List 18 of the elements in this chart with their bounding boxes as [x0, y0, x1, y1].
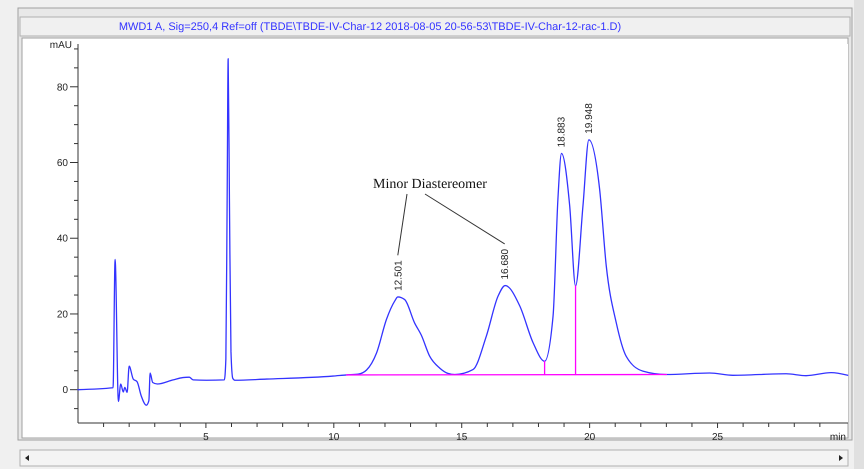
x-tick-label: 10	[328, 432, 340, 443]
x-tick-label: 15	[456, 432, 468, 443]
annotation: Minor Diastereomer	[373, 177, 488, 192]
x-axis-title: min	[830, 432, 846, 443]
annotation: 18.883	[556, 116, 568, 148]
annotation: 19.948	[584, 102, 595, 134]
x-tick-label: 25	[712, 432, 724, 443]
y-axis-title: mAU	[50, 40, 72, 51]
y-tick-label: 0	[62, 385, 68, 396]
x-tick-label: 20	[584, 432, 596, 443]
annotation: 16.680	[500, 248, 512, 280]
chart-title: MWD1 A, Sig=250,4 Ref=off (TBDE\TBDE-IV-Char-12 2018-08-05 20-56-53\TBDE-IV-Char-12-rac-1.D)	[118, 21, 622, 33]
y-tick-label: 20	[56, 309, 68, 320]
x-tick-label: 5	[203, 432, 210, 443]
y-tick-label: 40	[56, 234, 68, 245]
annotation: 12.501	[393, 260, 404, 291]
y-tick-label: 60	[56, 158, 68, 170]
y-tick-label: 80	[56, 82, 68, 94]
